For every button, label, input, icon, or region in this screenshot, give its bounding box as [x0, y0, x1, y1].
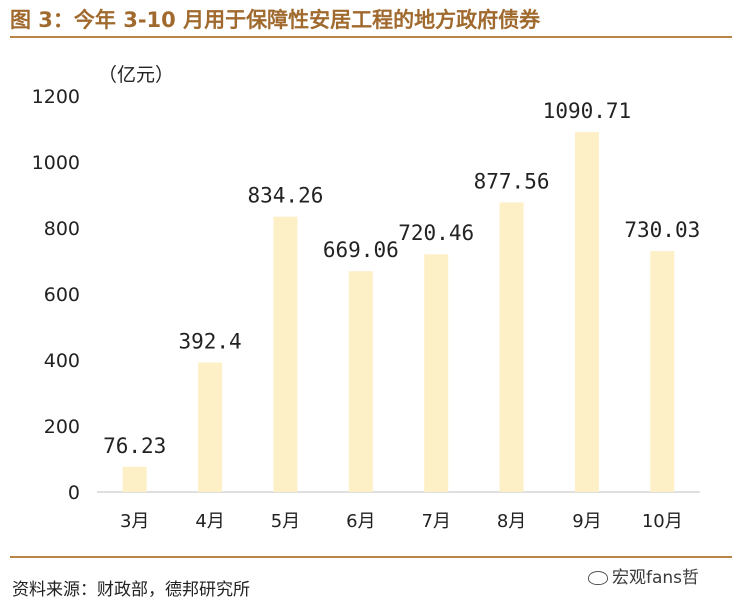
y-tick-label: 400 [44, 350, 80, 372]
x-tick-label: 7月 [421, 511, 450, 532]
x-tick-label: 4月 [195, 511, 224, 532]
watermark-text: 宏观fans哲 [612, 568, 700, 588]
x-tick-label: 8月 [497, 511, 526, 532]
x-tick-label: 9月 [572, 511, 601, 532]
data-label: 76.23 [103, 434, 166, 458]
x-tick-label: 3月 [120, 511, 149, 532]
bar [122, 466, 147, 492]
y-tick-label: 800 [44, 218, 80, 240]
x-tick-label: 5月 [271, 511, 300, 532]
data-label: 834.26 [248, 184, 324, 208]
bar [499, 202, 524, 492]
bar [348, 271, 373, 492]
bar [198, 362, 223, 492]
bar-chart: （亿元） 0 200 400 600 800 1000 1200 76.23 392.4 834… [32, 64, 701, 532]
y-tick-label: 600 [44, 284, 80, 306]
y-tick-label: 200 [44, 416, 80, 438]
weibo-icon [588, 571, 608, 585]
data-label: 720.46 [398, 221, 474, 245]
bar [574, 132, 599, 492]
data-label: 1090.71 [543, 99, 632, 123]
y-axis-ticks: 0 200 400 600 800 1000 1200 [32, 86, 80, 504]
y-tick-label: 1000 [32, 152, 80, 174]
y-unit-label: （亿元） [98, 64, 174, 86]
data-label: 392.4 [178, 330, 241, 354]
source-note: 资料来源：财政部，德邦研究所 [12, 580, 250, 600]
bar [273, 216, 298, 492]
watermark: 宏观fans哲 [588, 563, 699, 588]
figure-title: 图 3：今年 3-10 月用于保障性安居工程的地方政府债券 [10, 8, 541, 32]
source-rule [10, 556, 732, 558]
data-label: 877.56 [474, 169, 550, 193]
data-label: 730.03 [624, 218, 700, 242]
data-label: 669.06 [323, 238, 399, 262]
x-tick-label: 6月 [346, 511, 375, 532]
title-rule [10, 36, 732, 38]
y-tick-label: 0 [68, 482, 80, 504]
x-tick-label: 10月 [642, 511, 683, 532]
bar [650, 251, 675, 492]
y-tick-label: 1200 [32, 86, 80, 108]
bar [424, 254, 449, 492]
x-axis-ticks: 3月 4月 5月 6月 7月 8月 9月 10月 [120, 511, 683, 532]
bars [122, 132, 675, 492]
